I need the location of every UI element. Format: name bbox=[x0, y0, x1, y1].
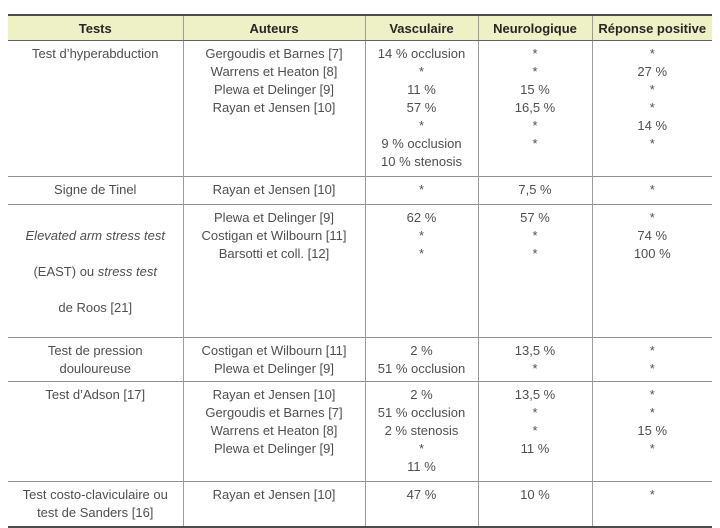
page: Tests Auteurs Vasculaire Neurologique Ré… bbox=[8, 14, 712, 528]
test-name-line: Elevated arm stress test bbox=[10, 227, 181, 245]
test-name-italic: stress test bbox=[97, 264, 158, 279]
cell-auteurs: Plewa et Delinger [9] Costigan et Wilbou… bbox=[182, 204, 365, 338]
cell-vasculaire: * bbox=[364, 176, 478, 205]
cell-test-name: Test d’hyperabduction bbox=[32, 46, 159, 61]
cell-neurologique: 13,5 % * bbox=[477, 337, 592, 382]
table-row-hyperabduction: Test d’hyperabduction Gergoudis et Barne… bbox=[8, 40, 712, 177]
cell-auteurs: Gergoudis et Barnes [7] Warrens et Heato… bbox=[182, 40, 365, 177]
table-row-tinel: Signe de Tinel Rayan et Jensen [10] * 7,… bbox=[8, 176, 712, 205]
cell-auteurs: Rayan et Jensen [10] bbox=[182, 176, 365, 205]
test-name-line: de Roos [21] bbox=[10, 299, 181, 317]
cell-vasculaire: 47 % bbox=[364, 481, 478, 527]
test-name-regular: (EAST) ou bbox=[33, 264, 98, 279]
cell-neurologique: 10 % bbox=[477, 481, 592, 527]
cell-vasculaire: 2 % 51 % occlusion 2 % stenosis * 11 % bbox=[364, 381, 478, 482]
col-header-reponse-positive: Réponse positive bbox=[591, 15, 712, 41]
cell-reponse-positive: * bbox=[591, 176, 712, 205]
table-row-adson: Test d’Adson [17] Rayan et Jensen [10] G… bbox=[8, 381, 712, 482]
cell-test-name: Test costo-claviculaire ou test de Sande… bbox=[8, 481, 183, 527]
header-row: Tests Auteurs Vasculaire Neurologique Ré… bbox=[8, 15, 712, 41]
cell-neurologique: 7,5 % bbox=[477, 176, 592, 205]
cell-neurologique: 13,5 % * * 11 % bbox=[477, 381, 592, 482]
cell-reponse-positive: * bbox=[591, 481, 712, 527]
cell-vasculaire: 62 % * * bbox=[364, 204, 478, 338]
cell-auteurs: Rayan et Jensen [10] bbox=[182, 481, 365, 527]
cell-vasculaire: 14 % occlusion * 11 % 57 % * 9 % occlusi… bbox=[364, 40, 478, 177]
cell-vasculaire: 2 % 51 % occlusion bbox=[364, 337, 478, 382]
test-name-line: (EAST) ou stress test bbox=[10, 263, 181, 281]
cell-test-name: Test de pression douloureuse bbox=[8, 337, 183, 382]
cell-test-name: Elevated arm stress test (EAST) ou stres… bbox=[8, 204, 183, 338]
cell-auteurs: Rayan et Jensen [10] Gergoudis et Barnes… bbox=[182, 381, 365, 482]
col-header-auteurs: Auteurs bbox=[182, 15, 365, 41]
test-name-regular: de Roos [21] bbox=[58, 300, 133, 315]
test-name-italic: Elevated arm stress test bbox=[25, 228, 165, 243]
col-header-tests: Tests bbox=[8, 15, 183, 41]
col-header-neurologique: Neurologique bbox=[477, 15, 592, 41]
cell-test-name: Signe de Tinel bbox=[8, 176, 183, 205]
cell-reponse-positive: * 74 % 100 % bbox=[591, 204, 712, 338]
table-row-pression-douloureuse: Test de pression douloureuse Costigan et… bbox=[8, 337, 712, 382]
cell-reponse-positive: * * 15 % * bbox=[591, 381, 712, 482]
table-row-east-roos: Elevated arm stress test (EAST) ou stres… bbox=[8, 204, 712, 338]
cell-auteurs: Costigan et Wilbourn [11] Plewa et Delin… bbox=[182, 337, 365, 382]
cell-neurologique: 57 % * * bbox=[477, 204, 592, 338]
cell-reponse-positive: * 27 % * * 14 % * bbox=[591, 40, 712, 177]
cell-reponse-positive: * * bbox=[591, 337, 712, 382]
results-table: Tests Auteurs Vasculaire Neurologique Ré… bbox=[8, 14, 712, 528]
cell-test-name: Test d’Adson [17] bbox=[8, 381, 183, 482]
col-header-vasculaire: Vasculaire bbox=[364, 15, 478, 41]
table-row-costo-claviculaire: Test costo-claviculaire ou test de Sande… bbox=[8, 481, 712, 527]
cell-neurologique: * * 15 % 16,5 % * * bbox=[477, 40, 592, 177]
